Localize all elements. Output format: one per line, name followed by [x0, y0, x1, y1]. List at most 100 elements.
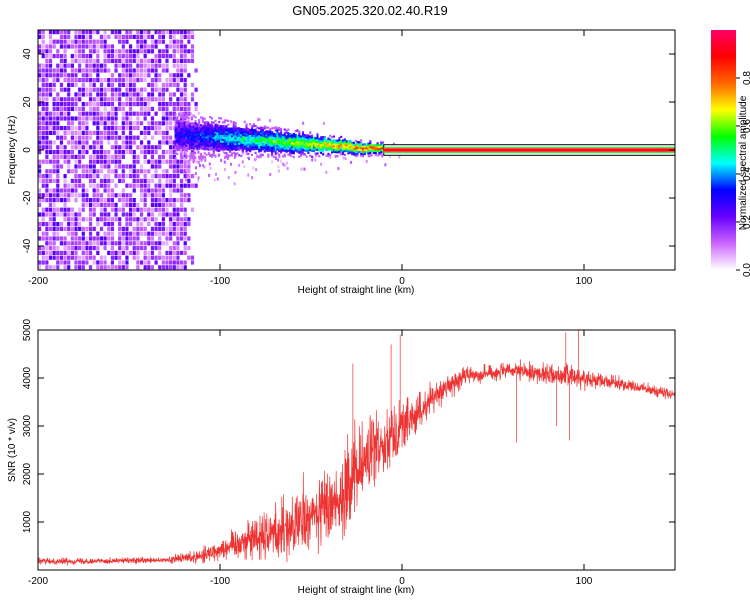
spectrogram-cell	[220, 138, 223, 141]
spectrogram-cell	[129, 140, 133, 145]
spectrogram-cell	[107, 111, 111, 116]
spectrogram-cell	[169, 92, 173, 97]
spectrogram-cell	[78, 145, 82, 150]
spectrogram-cell	[207, 148, 210, 151]
spectrogram-cell	[329, 148, 332, 151]
spectrogram-cell	[38, 63, 42, 68]
spectrogram-cell	[190, 34, 195, 39]
spectrogram-cell	[169, 178, 173, 183]
spectrogram-cell	[298, 145, 301, 149]
spectrogram-cell	[143, 226, 147, 231]
spectrogram-cell	[197, 150, 200, 154]
spectrogram-cell	[367, 148, 370, 151]
spectrogram-cell	[220, 144, 223, 147]
spectrogram-cell	[203, 165, 206, 169]
spectrogram-cell	[165, 260, 169, 265]
spectrogram-cell	[78, 183, 82, 188]
spectrogram-cell	[287, 140, 290, 143]
spectrogram-cell	[187, 217, 191, 222]
spectrogram-cell	[136, 92, 140, 97]
spectrogram-cell	[107, 87, 111, 92]
spectrogram-cell	[125, 222, 129, 227]
spectrogram-cell	[78, 58, 82, 63]
spectrogram-cell	[360, 152, 363, 155]
spectrogram-cell	[185, 123, 188, 126]
spectrogram-cell	[254, 124, 257, 128]
spectrogram-cell	[92, 260, 96, 265]
spectrogram-cell	[196, 146, 199, 149]
spectrogram-cell	[196, 140, 199, 143]
spectrogram-cell	[59, 68, 64, 73]
spectrogram-cell	[318, 147, 321, 150]
spectrogram-cell	[272, 126, 275, 130]
spectrogram-cell	[261, 132, 264, 135]
spectrogram-cell	[143, 126, 147, 131]
spectrogram-cell	[78, 63, 82, 68]
spectrogram-cell	[185, 140, 188, 144]
spectrogram-cell	[199, 131, 203, 134]
spectrogram-cell	[70, 68, 74, 73]
spectrogram-cell	[218, 124, 221, 127]
spectrogram-cell	[234, 135, 237, 138]
spectrogram-cell	[118, 97, 122, 102]
spectrogram-cell	[230, 144, 234, 147]
spectrogram-cell	[74, 231, 78, 236]
spectrogram-cell	[129, 58, 133, 63]
spectrogram-cell	[243, 120, 246, 123]
spectrogram-cell	[247, 149, 250, 152]
spectrogram-cell	[118, 126, 122, 131]
spectrogram-cell	[285, 148, 288, 151]
spectrogram-cell	[96, 92, 100, 97]
spectrogram-cell	[74, 255, 78, 260]
spectrogram-cell	[161, 34, 165, 39]
spectrogram-cell	[192, 131, 195, 135]
spectrogram-cell	[278, 128, 281, 131]
spectrogram-cell	[125, 217, 129, 222]
spectrogram-cell	[88, 246, 93, 251]
spectrogram-cell	[41, 193, 45, 198]
spectrogram-cell	[223, 125, 226, 128]
spectrogram-cell	[234, 127, 237, 130]
spectrogram-cell	[369, 145, 372, 149]
spectrogram-cell	[292, 132, 295, 136]
spectrogram-cell	[183, 97, 187, 102]
spectrogram-cell	[312, 144, 315, 147]
spectrogram-cell	[225, 134, 228, 137]
spectrogram-cell	[99, 102, 104, 107]
spectrogram-cell	[88, 198, 93, 203]
spectrogram-cell	[59, 126, 64, 131]
spectrogram-cell	[241, 145, 244, 148]
spectrogram-cell	[143, 169, 147, 174]
spectrogram-cell	[59, 58, 64, 63]
spectrogram-cell	[161, 87, 165, 92]
spectrogram-cell	[283, 147, 286, 150]
spectrogram-cell	[103, 111, 107, 116]
spectrogram-cell	[56, 54, 60, 59]
spectrogram-cell	[38, 222, 42, 227]
spectrogram-cell	[52, 140, 56, 145]
spectrogram-cell	[110, 188, 114, 193]
spectrogram-cell	[236, 146, 239, 149]
spectrogram-cell	[358, 141, 361, 144]
spectrogram-cell	[281, 143, 284, 146]
spectrogram-cell	[227, 119, 230, 123]
spectrogram-cell	[143, 241, 147, 246]
spectrogram-cell	[320, 145, 323, 149]
spectrogram-cell	[280, 135, 283, 139]
spectrogram-cell	[56, 265, 60, 270]
spectrogram-cell	[107, 97, 111, 102]
spectrogram-cell	[227, 135, 230, 138]
spectrogram-cell	[118, 217, 122, 222]
spectrogram-cell	[230, 152, 234, 155]
spectrogram-cell	[309, 137, 312, 140]
spectrogram-cell	[45, 106, 49, 111]
spectrogram-cell	[125, 231, 129, 236]
spectrogram-cell	[59, 135, 64, 140]
spectrogram-cell	[216, 147, 219, 150]
spectrogram-cell	[312, 146, 315, 149]
spectrogram-cell	[48, 39, 53, 44]
spectrogram-cell	[169, 34, 173, 39]
spectrogram-cell	[88, 39, 93, 44]
spectrogram-cell	[240, 139, 243, 142]
spectrogram-cell	[161, 202, 165, 207]
